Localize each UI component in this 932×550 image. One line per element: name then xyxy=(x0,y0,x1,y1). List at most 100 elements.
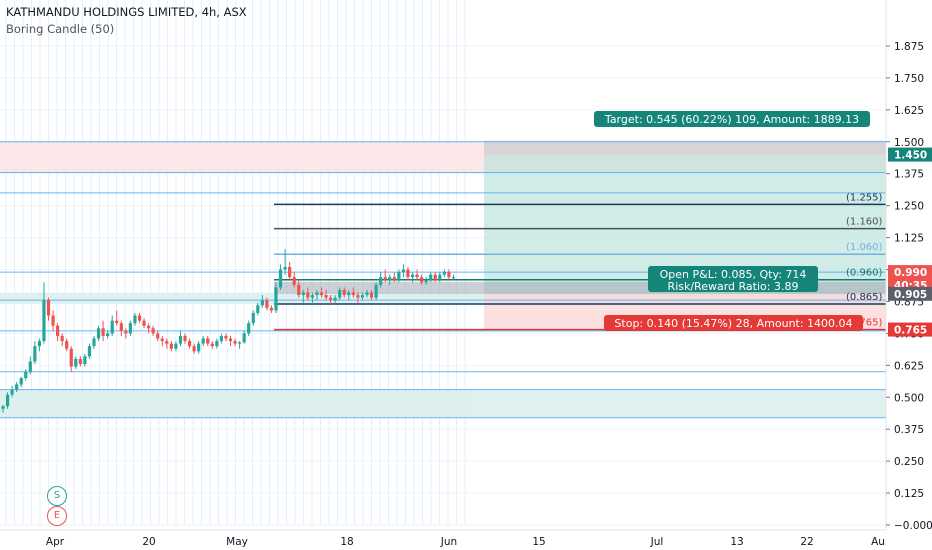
candle-body xyxy=(447,272,451,278)
indicator-label[interactable]: Boring Candle (50) xyxy=(6,22,115,36)
candle-body xyxy=(292,277,296,285)
candle-body xyxy=(274,287,278,311)
y-tick-label: 1.625 xyxy=(894,105,924,117)
candle-body xyxy=(33,346,37,362)
candle-body xyxy=(201,338,205,344)
candle-body xyxy=(397,272,401,280)
candle-body xyxy=(374,284,378,298)
candle-body xyxy=(215,341,219,347)
candle-body xyxy=(187,341,192,347)
target-cap xyxy=(484,140,886,155)
candle-body xyxy=(128,323,132,334)
candle-body xyxy=(283,266,287,270)
candle-body xyxy=(5,394,10,407)
candle-body xyxy=(369,292,374,298)
stop-label-text: Stop: 0.140 (15.47%) 28, Amount: 1400.04 xyxy=(614,317,852,330)
candle-body xyxy=(383,277,387,280)
candle-body xyxy=(238,342,242,344)
candle-body xyxy=(74,358,78,367)
candle-body xyxy=(319,292,324,296)
candle-body xyxy=(256,305,260,313)
supply-demand-zone xyxy=(0,389,886,418)
candle-body xyxy=(87,346,92,357)
x-tick-label: Au xyxy=(871,536,885,548)
candle-body xyxy=(106,333,110,336)
x-tick-label: 20 xyxy=(142,536,155,548)
session-start-marker[interactable]: S xyxy=(47,486,67,506)
price-tag-text: 0.905 xyxy=(894,289,927,301)
candle-body xyxy=(365,292,369,296)
price-tag-text: 0.765 xyxy=(894,325,927,337)
candle-body xyxy=(260,300,264,306)
session-end-marker[interactable]: E xyxy=(47,506,67,526)
candle-body xyxy=(224,335,228,339)
pnl-label-text: Risk/Reward Ratio: 3.89 xyxy=(668,280,799,293)
y-tick-label: 0.375 xyxy=(894,424,924,436)
candle-body xyxy=(356,295,360,298)
y-tick-label: 1.125 xyxy=(894,233,924,245)
stop-label-bg xyxy=(604,315,863,331)
fib-level-label: (0.865) xyxy=(846,292,883,303)
candle-body xyxy=(324,295,328,298)
y-tick-label: 1.500 xyxy=(894,137,924,149)
candle-body xyxy=(101,328,105,336)
candle-body xyxy=(51,315,55,326)
candle-body xyxy=(96,328,101,339)
x-tick-label: 22 xyxy=(800,536,813,548)
target-label: Target: 0.545 (60.22%) 109, Amount: 1889… xyxy=(594,111,870,127)
x-tick-label: Jun xyxy=(440,536,457,548)
candle-body xyxy=(242,333,246,343)
price-tag-text: 1.450 xyxy=(894,150,927,162)
candle-body xyxy=(392,277,396,280)
y-tick-label: 0.125 xyxy=(894,488,924,500)
candle-body xyxy=(192,346,196,352)
candle-body xyxy=(228,338,233,342)
candle-body xyxy=(174,343,178,349)
candle-body xyxy=(156,333,160,339)
stop-label: Stop: 0.140 (15.47%) 28, Amount: 1400.04 xyxy=(604,315,863,331)
candle-body xyxy=(424,279,428,283)
fib-level-label: (1.160) xyxy=(846,217,883,228)
price-tag-bg xyxy=(888,147,932,162)
candle-body xyxy=(410,274,415,278)
x-tick-label: 18 xyxy=(340,536,353,548)
candle-body xyxy=(160,338,164,342)
candle-body xyxy=(379,277,383,285)
candle-body xyxy=(60,335,64,342)
y-tick-label: −0.000 xyxy=(894,520,932,532)
symbol-title[interactable]: KATHMANDU HOLDINGS LIMITED, 4h, ASX xyxy=(6,5,247,19)
candle-body xyxy=(351,292,355,296)
candle-body xyxy=(183,335,187,342)
candle-body xyxy=(1,406,5,409)
x-tick-label: 13 xyxy=(730,536,743,548)
y-tick-label: 0.625 xyxy=(894,360,924,372)
fib-level-label: (0.765) xyxy=(846,318,883,329)
candle-body xyxy=(37,341,41,347)
candle-body xyxy=(42,300,46,342)
candle-body xyxy=(415,274,419,278)
candle-body xyxy=(69,348,73,367)
y-tick-label: 1.250 xyxy=(894,201,924,213)
candle-body xyxy=(342,289,346,296)
candle-body xyxy=(329,297,333,301)
candle-body xyxy=(115,320,119,324)
pnl-label-bg xyxy=(648,266,818,292)
candle-body xyxy=(65,341,69,349)
candle-body xyxy=(28,361,32,372)
y-tick-label: 1.750 xyxy=(894,73,924,85)
candle-body xyxy=(219,335,223,342)
fib-level-label: (1.255) xyxy=(846,192,883,203)
candle-body xyxy=(15,384,19,390)
candle-body xyxy=(137,315,142,321)
candle-body xyxy=(165,341,169,344)
pnl-label-text: Open P&L: 0.085, Qty: 714 xyxy=(660,268,807,281)
candle-body xyxy=(56,325,60,336)
y-tick-label: 0.250 xyxy=(894,456,924,468)
candle-body xyxy=(169,343,173,349)
candle-body xyxy=(288,266,292,278)
candle-body xyxy=(142,320,146,326)
candle-body xyxy=(347,292,351,296)
